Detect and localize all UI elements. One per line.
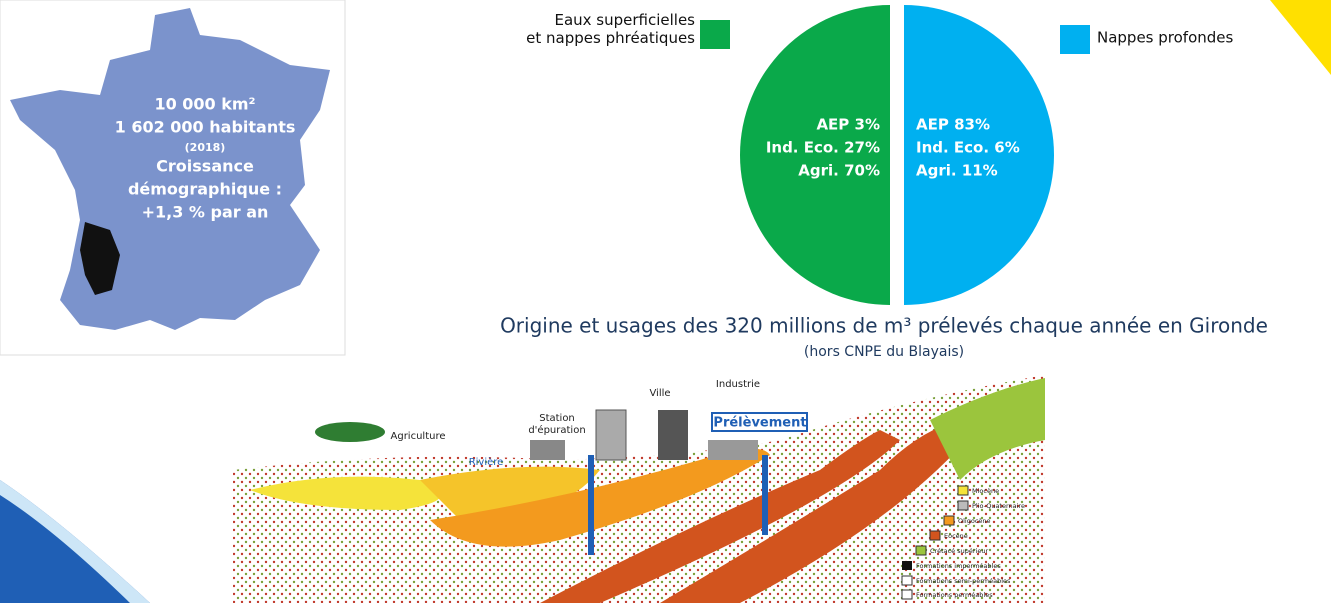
map: [0, 0, 346, 356]
diagram-legend-swatches: [901, 485, 969, 600]
legend-swatch: [901, 589, 913, 600]
diagram-legend-label: Formations imperméables: [916, 562, 1001, 570]
diagram-legend-label: Miocène: [972, 487, 999, 495]
chart-subtitle: (hors CNPE du Blayais): [804, 344, 964, 360]
diagram-legend-label: Formations perméables: [916, 591, 993, 599]
corner-decoration: [1270, 0, 1331, 75]
legend-label: Nappes profondes: [1097, 29, 1234, 47]
water-tower: [595, 409, 627, 461]
slice-label: AEP 3%: [816, 116, 880, 134]
corner-decoration: [0, 480, 150, 603]
station: [530, 440, 565, 460]
legend-swatch: [957, 500, 969, 511]
map-text: démographique :: [128, 180, 282, 199]
diagram-legend-label: Plio-Quaternaire: [972, 502, 1025, 510]
layer-eocene: [540, 430, 900, 603]
diagram-legend-label: Crétacé supérieur: [930, 547, 988, 555]
layer-miocene: [250, 476, 441, 510]
map-text: (2018): [185, 141, 226, 154]
map-text: 1 602 000 habitants: [115, 118, 296, 137]
diagram-legend-label: Eocène: [944, 532, 968, 540]
layer-eocene: [660, 420, 975, 603]
legend-swatch: [1060, 25, 1090, 54]
tree: [315, 422, 385, 442]
slice-label: Ind. Eco. 27%: [766, 139, 880, 157]
building: [658, 410, 688, 460]
map-text: Croissance: [156, 157, 254, 176]
well: [762, 455, 768, 535]
legend-swatch: [915, 545, 927, 556]
diagram-label: Rivière: [469, 456, 504, 468]
slice-label: Agri. 11%: [916, 162, 998, 180]
layer-cretace: [930, 378, 1045, 480]
pie-slice: [740, 5, 890, 305]
layer-miocene: [420, 466, 600, 520]
diagram-legend-label: Formations semi-perméables: [916, 577, 1011, 585]
legend-swatch: [943, 515, 955, 526]
diagram-label: Station d'épuration: [528, 413, 585, 436]
diagram-label: Ville: [649, 388, 670, 399]
diagram-legend-label: Oligocène: [958, 517, 991, 525]
legend-swatch: [957, 485, 969, 496]
legend-swatch: [902, 561, 912, 570]
legend-label: Eaux superficielles et nappes phréatiques: [526, 11, 695, 47]
factory: [708, 440, 758, 460]
diagram-label: Prélèvement: [713, 416, 806, 431]
map-text: +1,3 % par an: [142, 203, 269, 222]
well: [588, 455, 594, 555]
legend-swatch: [901, 575, 913, 586]
map-text: 10 000 km²: [154, 95, 255, 114]
slice-label: Ind. Eco. 6%: [916, 139, 1020, 157]
diagram-label: Industrie: [716, 379, 760, 390]
slice-label: Agri. 70%: [798, 162, 880, 180]
legend-swatch: [929, 530, 941, 541]
layer-oligocene: [430, 448, 770, 547]
prelevement-box: [711, 412, 808, 432]
gironde-shape: [80, 222, 120, 295]
legend-swatch: [700, 20, 730, 49]
chart-title: Origine et usages des 320 millions de m³…: [500, 314, 1268, 338]
slice-label: AEP 83%: [916, 116, 990, 134]
pie-slice: [904, 5, 1054, 305]
diagram-label: Agriculture: [391, 431, 446, 442]
geology-diagram: [233, 375, 1045, 603]
